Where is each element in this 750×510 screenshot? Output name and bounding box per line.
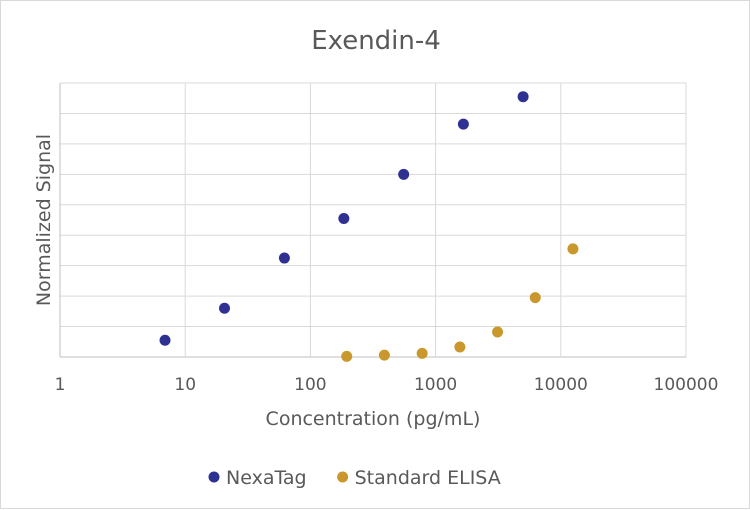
data-point [378,349,390,361]
data-point [416,347,428,359]
chart-title: Exendin-4 [311,26,441,56]
data-point [338,212,350,224]
data-point [341,350,353,362]
data-point [398,168,410,180]
gridlines [59,82,687,358]
x-axis-label: Concentration (pg/mL) [266,408,481,430]
y-axis-label: Normalized Signal [33,134,55,306]
legend-marker [337,471,349,483]
legend: NexaTag Standard ELISA [208,467,501,489]
legend-label: NexaTag [226,467,307,489]
x-tick-label: 10 [174,375,196,395]
x-tick-label: 100 [294,375,326,395]
data-point [457,118,469,130]
data-point [517,91,529,103]
data-point [159,334,171,346]
data-points [159,91,579,362]
data-point [218,302,230,314]
x-tick-label: 100000 [654,375,719,395]
legend-label: Standard ELISA [355,467,501,489]
data-point [454,341,466,353]
data-point [529,292,541,304]
data-point [492,326,504,338]
series-nexatag [159,91,529,346]
x-tick-label: 1 [55,375,66,395]
data-point [567,243,579,255]
x-tick-label: 10000 [534,375,588,395]
series-standard-elisa [341,243,579,362]
x-tick-label: 1000 [414,375,457,395]
data-point [278,252,290,264]
x-tick-labels: 1 10 100 1000 10000 100000 [55,375,719,395]
legend-marker [208,471,220,483]
